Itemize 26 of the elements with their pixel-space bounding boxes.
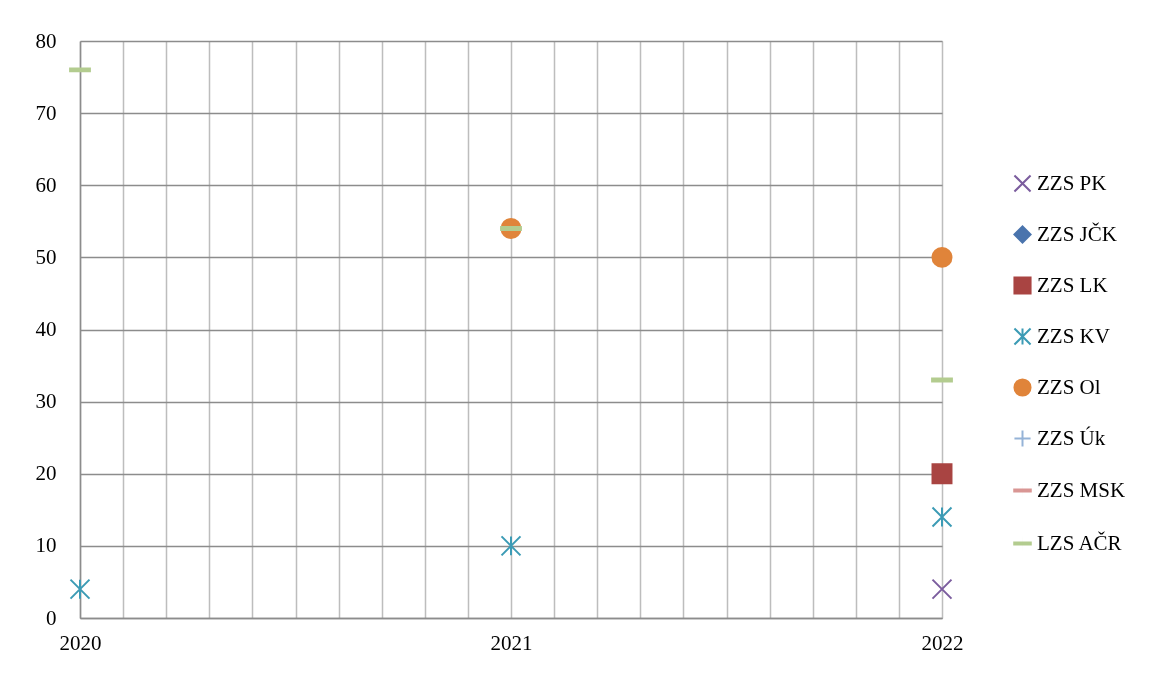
y-tick-label: 30 [35, 389, 57, 414]
y-tick-label: 20 [35, 461, 57, 486]
legend-label: ZZS Úk [1037, 425, 1106, 450]
x-tick-label: 2022 [921, 630, 964, 655]
point [931, 246, 953, 268]
y-tick-label: 40 [35, 317, 57, 341]
point [931, 506, 953, 528]
y-tick-label: 50 [35, 244, 57, 269]
legend-label: ZZS LK [1037, 272, 1108, 297]
y-tick-label: 60 [35, 172, 57, 197]
y-tick-label: 80 [35, 28, 57, 53]
legend-label: LZS AČR [1037, 530, 1122, 555]
y-tick-label: 0 [46, 605, 57, 630]
legend-label: ZZS MSK [1037, 477, 1126, 502]
legend-label: ZZS Ol [1037, 374, 1101, 399]
point [931, 578, 953, 600]
y-tick-label: 70 [35, 100, 57, 125]
legend-label: ZZS KV [1037, 323, 1110, 348]
x-tick-label: 2021 [490, 630, 533, 655]
y-tick-label: 10 [35, 533, 57, 558]
point [69, 578, 91, 600]
legend-label: ZZS PK [1037, 170, 1107, 195]
legend-label: ZZS JČK [1037, 221, 1117, 246]
point [500, 535, 522, 557]
point [931, 463, 953, 485]
x-tick-label: 2020 [59, 630, 102, 655]
